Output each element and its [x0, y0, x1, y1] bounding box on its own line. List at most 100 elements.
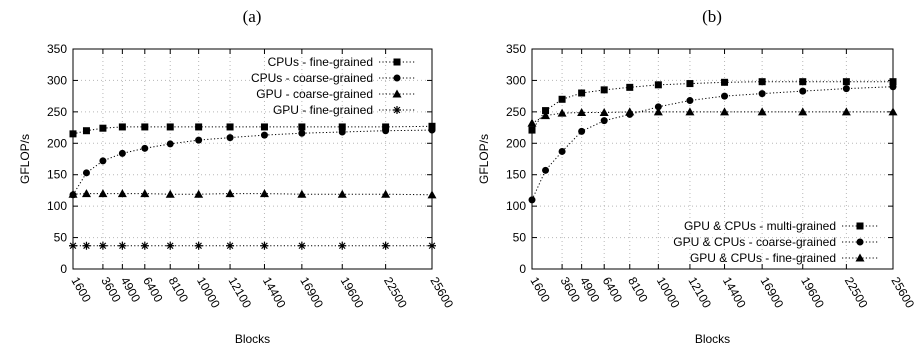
data-point — [259, 189, 269, 198]
data-point — [165, 189, 175, 198]
data-point — [225, 189, 235, 198]
data-point — [654, 103, 662, 111]
data-point — [428, 122, 436, 130]
data-point — [558, 95, 566, 103]
data-point — [98, 189, 108, 198]
series-0 — [528, 78, 897, 134]
data-point — [118, 149, 126, 157]
data-point — [528, 126, 536, 134]
data-point — [427, 190, 437, 199]
data-point — [298, 123, 306, 131]
data-point — [166, 123, 174, 131]
data-point — [842, 78, 850, 86]
data-point — [226, 134, 234, 142]
data-point — [721, 78, 729, 86]
data-point — [195, 136, 203, 144]
x-tick-label: 22500 — [381, 275, 410, 311]
data-point — [541, 111, 551, 120]
x-axis-title: Blocks — [235, 332, 270, 346]
data-point — [577, 107, 587, 116]
x-axis-title: Blocks — [695, 332, 730, 346]
data-point — [654, 81, 662, 89]
data-point — [527, 118, 537, 127]
panel-label: (a) — [243, 7, 262, 26]
x-tick-label: 16900 — [758, 275, 787, 311]
data-point — [260, 241, 269, 250]
data-point — [799, 78, 807, 86]
data-point — [338, 241, 347, 250]
data-point — [542, 107, 550, 115]
legend-marker — [856, 238, 864, 246]
x-tick-label: 16900 — [297, 275, 326, 311]
legend-marker — [392, 89, 402, 98]
series-line — [531, 111, 893, 124]
series-3 — [69, 241, 436, 250]
legend-marker — [393, 106, 401, 114]
data-point — [625, 107, 635, 116]
x-tick-label: 8100 — [625, 275, 651, 305]
data-point — [720, 107, 730, 116]
plot-frame — [531, 48, 894, 270]
series-line — [531, 81, 893, 131]
data-point — [686, 80, 694, 88]
data-point — [428, 126, 436, 134]
data-point — [798, 107, 808, 116]
data-point — [599, 107, 609, 116]
y-tick-label: 100 — [506, 199, 526, 213]
data-point — [626, 83, 634, 91]
data-point — [69, 241, 77, 250]
data-point — [195, 123, 203, 131]
data-point — [757, 107, 767, 116]
legend-label: CPUs - fine-grained — [268, 55, 373, 69]
data-point — [685, 107, 695, 116]
data-point — [297, 189, 307, 198]
x-tick-label: 22500 — [842, 275, 871, 311]
legend-marker — [855, 253, 865, 262]
data-point — [297, 241, 306, 250]
y-tick-label: 350 — [47, 42, 67, 56]
legend-label: GPU & CPUs - coarse-grained — [673, 235, 836, 249]
data-point — [600, 86, 608, 94]
data-point — [381, 189, 391, 198]
data-point — [381, 241, 390, 250]
data-point — [888, 107, 898, 116]
y-tick-label: 0 — [60, 262, 67, 276]
y-tick-label: 300 — [47, 73, 67, 87]
y-tick-label: 350 — [506, 42, 526, 56]
legend-label: GPU - fine-grained — [273, 103, 373, 117]
x-tick-label: 10000 — [654, 275, 683, 311]
data-point — [542, 166, 550, 174]
x-tick-label: 14400 — [720, 275, 749, 311]
data-point — [653, 107, 663, 116]
y-tick-label: 50 — [513, 231, 527, 245]
data-point — [338, 128, 346, 136]
x-tick-label: 6400 — [600, 275, 626, 305]
x-tick-label: 4900 — [118, 275, 144, 305]
x-tick-label: 12100 — [225, 275, 254, 311]
data-point — [558, 147, 566, 155]
data-point — [600, 117, 608, 125]
data-point — [141, 144, 149, 152]
x-tick-label: 25600 — [888, 275, 917, 311]
data-point — [226, 241, 235, 250]
data-point — [99, 124, 107, 132]
legend-label: GPU - coarse-grained — [256, 87, 373, 101]
data-point — [68, 189, 78, 198]
data-point — [889, 78, 897, 86]
data-point — [382, 123, 390, 131]
data-point — [141, 123, 149, 131]
data-point — [166, 241, 175, 250]
legend-marker — [393, 58, 401, 66]
series-2 — [68, 189, 437, 199]
y-tick-label: 0 — [519, 262, 526, 276]
series-line — [72, 193, 433, 196]
y-tick-label: 200 — [47, 136, 67, 150]
data-point — [98, 241, 107, 250]
series-0 — [69, 122, 436, 138]
data-point — [140, 189, 150, 198]
series-line — [72, 125, 433, 135]
data-point — [99, 157, 107, 165]
data-point — [82, 241, 91, 250]
y-tick-label: 50 — [54, 231, 68, 245]
